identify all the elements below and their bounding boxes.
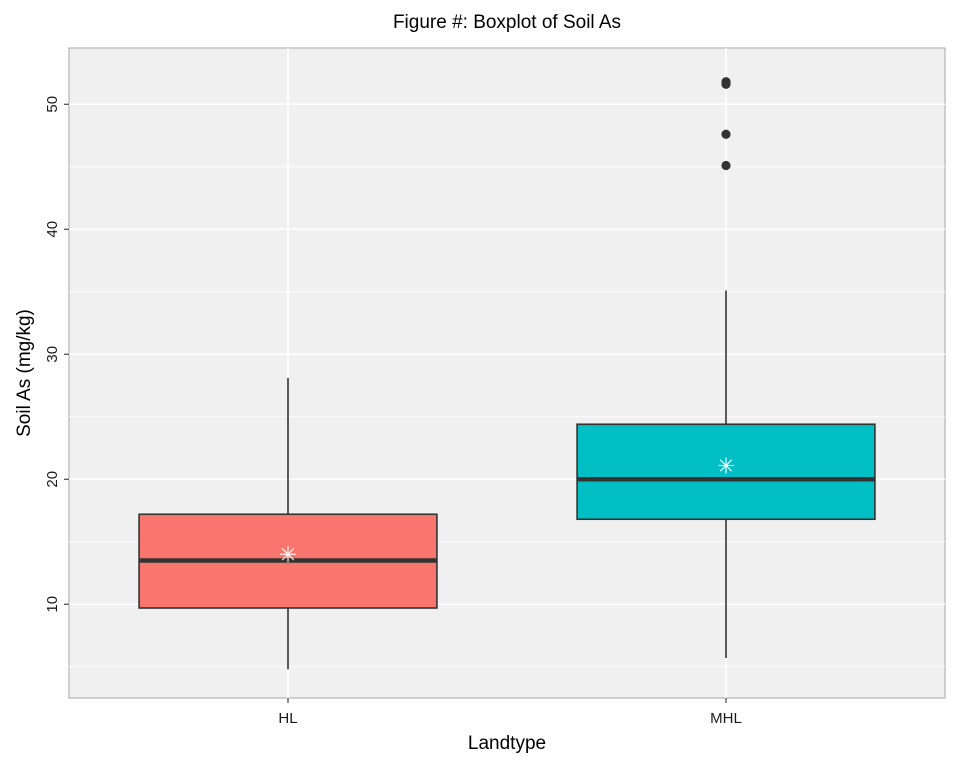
outlier-point (721, 77, 731, 87)
mean-marker-stroke (719, 459, 733, 472)
boxes (138, 77, 876, 670)
mean-marker (718, 457, 734, 474)
outlier-point (721, 160, 731, 171)
y-axis-ticks: 10 20 30 40 50 (44, 96, 69, 613)
x-axis-title: Landtype (468, 733, 546, 754)
y-tick-label: 30 (44, 346, 61, 363)
y-tick-label: 10 (44, 596, 61, 613)
mean-marker (280, 546, 296, 563)
y-tick-label: 40 (44, 221, 61, 238)
y-tick-label: 50 (44, 96, 61, 113)
x-tick-label: HL (278, 710, 297, 727)
x-tick-label: MHL (710, 710, 742, 727)
chart-title: Figure #: Boxplot of Soil As (393, 12, 621, 33)
mean-marker-stroke (281, 548, 295, 561)
x-axis-ticks: HL MHL (278, 698, 742, 727)
box-mhl (576, 77, 876, 658)
y-axis-title: Soil As (mg/kg) (14, 309, 35, 437)
outlier-point (721, 129, 731, 139)
box-hl (138, 378, 438, 670)
y-tick-label: 20 (44, 471, 61, 488)
